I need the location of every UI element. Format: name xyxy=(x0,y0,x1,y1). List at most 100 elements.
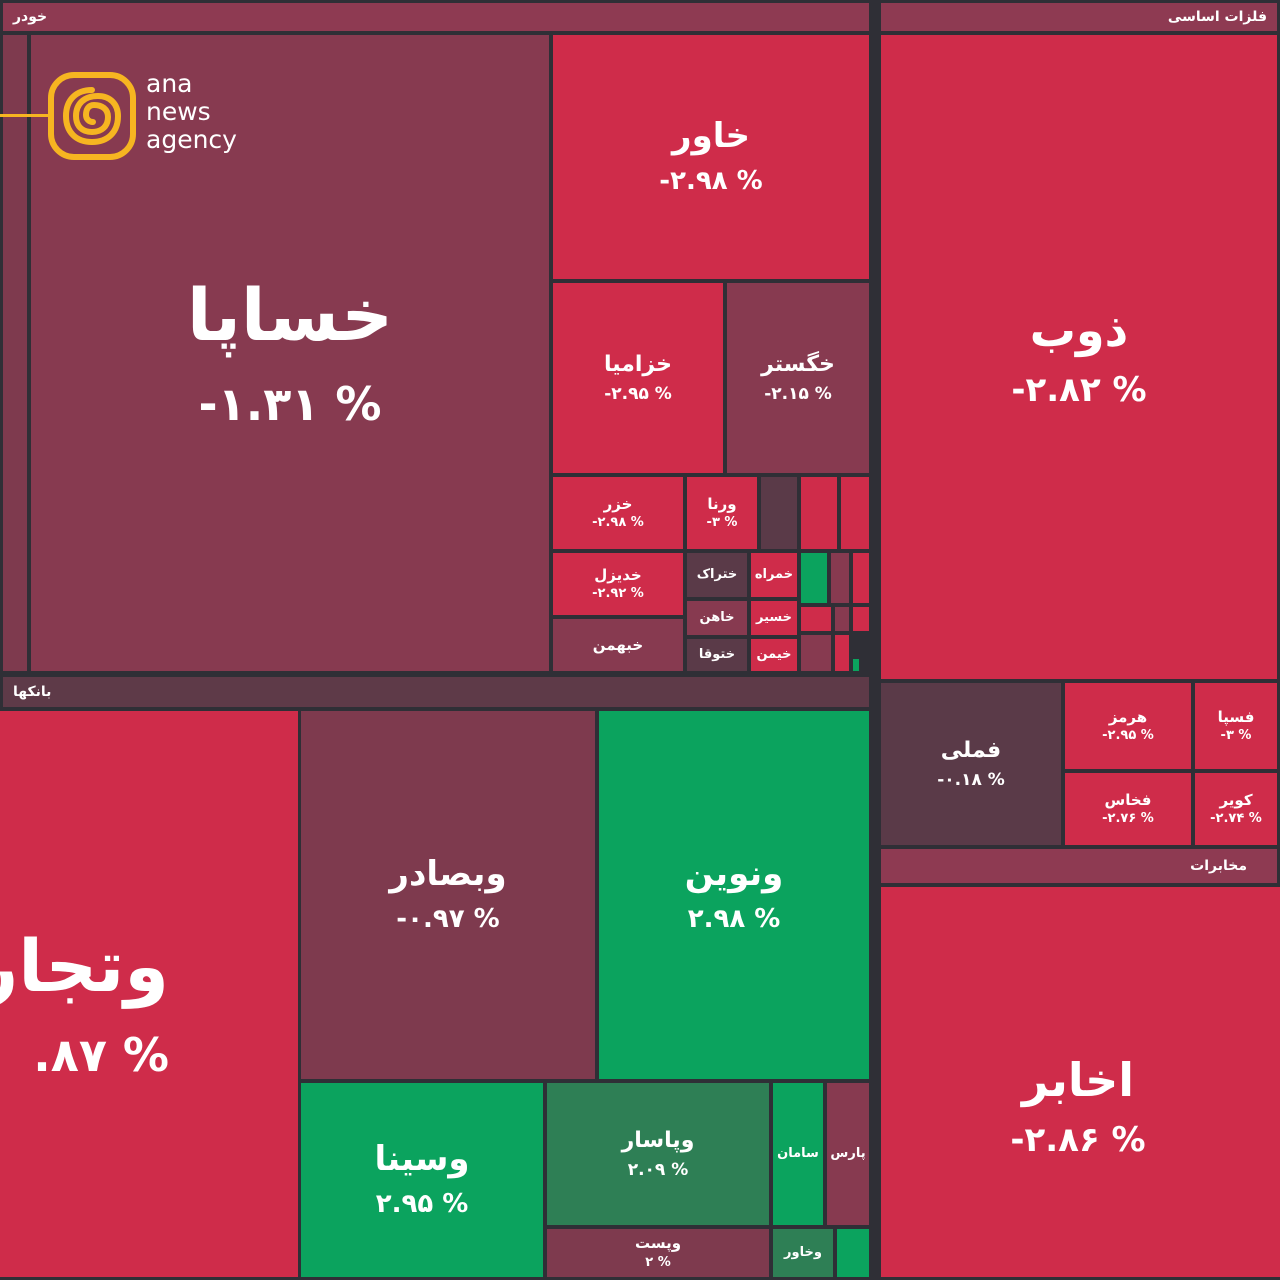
tile-khahn[interactable]: خاهن xyxy=(684,598,750,638)
logo-text-line3: agency xyxy=(146,125,237,154)
logo-line xyxy=(0,114,50,117)
tile-fasepa[interactable]: فسپا -۳ % xyxy=(1192,680,1280,772)
tile-vtejarat[interactable]: وتجار .۸۷ % xyxy=(0,708,302,1280)
tile-name: اخابر xyxy=(1021,1053,1135,1107)
tile-khimen[interactable]: خیمن xyxy=(748,636,800,674)
sector-header-auto[interactable]: خودر xyxy=(0,0,872,34)
sector-header-banks[interactable]: بانکها xyxy=(0,674,872,710)
tile-change: -۲.۷۶ % xyxy=(1102,811,1154,827)
tile-small[interactable] xyxy=(834,1226,872,1280)
tile-khbahman[interactable]: خبهمن xyxy=(550,616,686,674)
tile-vsina[interactable]: وسینا ۲.۹۵ % xyxy=(298,1080,546,1280)
tile-name: سامان xyxy=(777,1145,819,1161)
tile-name: خزر xyxy=(603,494,633,513)
tile-fameli[interactable]: فملی -۰.۱۸ % xyxy=(878,680,1064,848)
sector-label-metals: فلزات اساسی xyxy=(1167,9,1267,25)
tile-vbsader[interactable]: وبصادر -۰.۹۷ % xyxy=(298,708,598,1082)
tile-name: فخاس xyxy=(1104,790,1152,809)
tile-vernaa[interactable]: ورنا -۳ % xyxy=(684,474,760,552)
tile-vpost[interactable]: وپست ۲ % xyxy=(544,1226,772,1280)
tile-khazar[interactable]: خزر -۲.۹۸ % xyxy=(550,474,686,552)
sector-header-metals[interactable]: فلزات اساسی xyxy=(878,0,1280,34)
tile-name: خیمن xyxy=(756,646,792,662)
tile-name: خزامیا xyxy=(604,351,672,377)
tile-name: خساپا xyxy=(186,273,394,358)
tile-khavar[interactable]: خاور -۲.۹۸ % xyxy=(550,32,872,282)
tile-name: فملی xyxy=(940,737,1002,763)
sector-header-telecom[interactable]: مخابرات xyxy=(878,846,1280,886)
tile-vnovin[interactable]: ونوین ۲.۹۸ % xyxy=(596,708,872,1082)
tile-name: ختوقا xyxy=(698,646,736,662)
tile-change: -۲.۷۴ % xyxy=(1210,811,1262,827)
tile-name: فسپا xyxy=(1217,707,1255,726)
tile-name: خاور xyxy=(672,116,750,156)
tile-change: -۰.۱۸ % xyxy=(937,769,1005,790)
logo-text-line2: news xyxy=(146,97,211,126)
tile-khmehrak[interactable]: خمراه xyxy=(748,550,800,600)
tile-change: ۲.۹۸ % xyxy=(687,904,781,935)
logo-spiral-icon xyxy=(48,72,136,160)
tile-vkhavar[interactable]: وخاور xyxy=(770,1226,836,1280)
tile-change: .۸۷ % xyxy=(33,1028,169,1083)
tile-small[interactable] xyxy=(838,474,872,552)
tile-name: وخاور xyxy=(784,1244,822,1260)
tile-akhaber[interactable]: اخابر -۲.۸۶ % xyxy=(878,884,1280,1280)
tile-name: خسیر xyxy=(756,609,792,625)
tile-change: -۱.۳۱ % xyxy=(198,377,382,432)
tile-change: -۲.۹۸ % xyxy=(659,166,763,197)
tile-small[interactable] xyxy=(850,656,862,674)
tile-small[interactable] xyxy=(798,474,840,552)
tile-name: ونوین xyxy=(684,854,784,894)
tile-name: وپست xyxy=(634,1234,682,1252)
tile-change: ۲.۰۹ % xyxy=(627,1159,689,1180)
tile-name: پارس xyxy=(830,1145,866,1161)
tile-name: ذوب xyxy=(1029,303,1129,357)
tile-change: -۲.۸۲ % xyxy=(1011,369,1147,410)
tile-name: خدیزل xyxy=(594,565,642,584)
tile-name: خگستر xyxy=(761,351,835,377)
logo-text-line1: ana xyxy=(146,69,193,98)
tile-change: -۳ % xyxy=(706,515,738,531)
tile-fkhas[interactable]: فخاس -۲.۷۶ % xyxy=(1062,770,1194,848)
tile-change: -۰.۹۷ % xyxy=(396,904,500,935)
tile-small[interactable] xyxy=(832,604,852,634)
tile-change: ۲ % xyxy=(645,1254,671,1270)
tile-khazamia[interactable]: خزامیا -۲.۹۵ % xyxy=(550,280,726,476)
tile-change: -۲.۹۵ % xyxy=(604,383,672,404)
tile-small[interactable] xyxy=(832,632,852,674)
tile-pars[interactable]: پارس xyxy=(824,1080,872,1228)
tile-small[interactable] xyxy=(758,474,800,552)
tile-hormoz[interactable]: هرمز -۲.۹۵ % xyxy=(1062,680,1194,772)
tile-zob[interactable]: ذوب -۲.۸۲ % xyxy=(878,32,1280,682)
tile-name: خبهمن xyxy=(592,635,644,654)
tile-khseir[interactable]: خسیر xyxy=(748,598,800,638)
tile-name: ختراک xyxy=(696,566,738,582)
tile-change: -۲.۱۵ % xyxy=(764,383,832,404)
tile-change: -۲.۹۸ % xyxy=(592,515,644,531)
tile-small[interactable] xyxy=(850,604,872,634)
tile-name: وسینا xyxy=(374,1139,470,1179)
tile-vpasar[interactable]: وپاسار ۲.۰۹ % xyxy=(544,1080,772,1228)
tile-name: خمراه xyxy=(754,566,794,582)
sector-divider xyxy=(870,0,880,1280)
tile-small[interactable] xyxy=(828,550,852,606)
sector-label-banks: بانکها xyxy=(13,684,52,700)
sector-label-telecom: مخابرات xyxy=(1190,858,1247,874)
tile-saman[interactable]: سامان xyxy=(770,1080,826,1228)
tile-khgostar[interactable]: خگستر -۲.۱۵ % xyxy=(724,280,872,476)
tile-small[interactable] xyxy=(850,550,872,606)
tile-small[interactable] xyxy=(798,604,834,634)
tile-name: هرمز xyxy=(1108,707,1148,726)
tile-khtrak[interactable]: ختراک xyxy=(684,550,750,600)
tile-kavir[interactable]: کویر -۲.۷۴ % xyxy=(1192,770,1280,848)
tile-change: ۲.۹۵ % xyxy=(375,1189,469,1220)
tile-khodizel[interactable]: خدیزل -۲.۹۲ % xyxy=(550,550,686,618)
tile-small[interactable] xyxy=(798,632,834,674)
sector-label-auto: خودر xyxy=(13,9,48,25)
tile-khtoofa[interactable]: ختوقا xyxy=(684,636,750,674)
tile-change: -۳ % xyxy=(1220,728,1252,744)
tile-change: -۲.۹۵ % xyxy=(1102,728,1154,744)
tile-name: ورنا xyxy=(707,494,737,513)
tile-change: -۲.۸۶ % xyxy=(1010,1119,1146,1160)
tile-small[interactable] xyxy=(798,550,830,606)
